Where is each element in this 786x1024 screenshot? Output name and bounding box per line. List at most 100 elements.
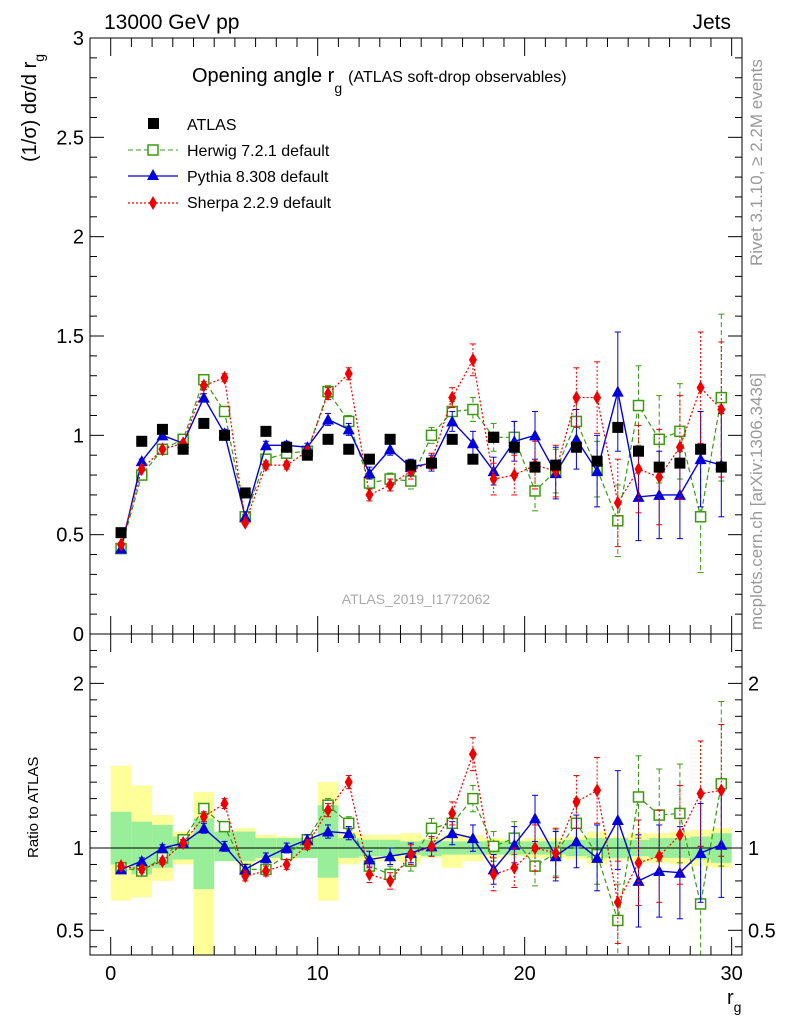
ratio-y-tick-label-right: 2	[748, 673, 759, 695]
main-sherpa-point	[489, 472, 498, 487]
legend-label-pythia: Pythia 8.308 default	[187, 169, 329, 186]
main-y-tick-label: 2	[73, 227, 84, 249]
legend-label-atlas: ATLAS	[187, 117, 237, 134]
ratio-sherpa-point	[655, 849, 664, 864]
main-pythia-point	[466, 437, 479, 449]
ratio-y-tick-label-left: 0.5	[56, 920, 84, 942]
ratio-herwig-point	[425, 822, 438, 834]
ratio-sherpa-point	[696, 786, 705, 801]
legend-entry-herwig: Herwig 7.2.1 default	[128, 143, 330, 160]
main-sherpa-point	[717, 402, 726, 417]
ratio-sherpa-point	[179, 836, 188, 851]
main-y-axis-label-text: (1/σ) dσ/d r	[19, 61, 41, 162]
header-right-label: Jets	[692, 11, 731, 34]
main-pythia-point	[259, 439, 272, 451]
main-sherpa-point	[117, 537, 126, 552]
ratio-sherpa-point	[717, 783, 726, 798]
legend-marker-atlas	[148, 118, 159, 129]
main-sherpa-point	[572, 390, 581, 405]
main-y-tick-label: 0.5	[56, 525, 84, 547]
main-y-tick-label: 3	[73, 28, 84, 50]
main-atlas-point	[612, 421, 624, 433]
ratio-y-tick-label-left: 1	[73, 838, 84, 860]
ratio-sherpa-point	[489, 867, 498, 882]
ratio-herwig-point	[632, 791, 645, 803]
ratio-pythia-point	[135, 855, 148, 867]
ratio-y-tick-label-left: 2	[73, 673, 84, 695]
ratio-y-tick-label-right: 0.5	[748, 920, 776, 942]
ratio-pythia-point	[384, 850, 397, 862]
main-sherpa-point	[613, 495, 622, 510]
legend-marker-pythia	[147, 169, 159, 180]
ratio-band-inner	[317, 805, 339, 878]
main-pythia-point	[611, 385, 624, 397]
chart-title-rest: (ATLAS soft-drop observables)	[348, 69, 566, 86]
ratio-herwig-point	[487, 840, 500, 853]
main-pythia-point	[673, 488, 686, 500]
main-sherpa-point	[241, 515, 250, 530]
main-herwig-point	[632, 399, 645, 412]
legend-entry-atlas: ATLAS	[148, 117, 237, 134]
ratio-sherpa-point	[117, 859, 126, 874]
main-pythia-point	[694, 453, 707, 465]
ratio-pythia-point	[156, 842, 169, 853]
main-sherpa-point	[324, 386, 333, 401]
legend-label-sherpa: Sherpa 2.2.9 default	[187, 195, 332, 212]
main-sherpa-point	[696, 380, 705, 395]
main-sherpa-point	[448, 390, 457, 405]
ratio-pythia-point	[466, 832, 479, 844]
ratio-pythia-point	[446, 827, 459, 839]
main-sherpa-point	[655, 470, 664, 485]
ratio-sherpa-point	[448, 806, 457, 821]
main-atlas-point	[239, 487, 251, 499]
main-sherpa-point	[158, 442, 167, 457]
ratio-sherpa-point	[365, 867, 374, 882]
main-atlas-point	[177, 443, 189, 455]
ratio-sherpa-point	[137, 862, 146, 877]
main-atlas-point	[508, 441, 520, 453]
ratio-sherpa-line	[120, 751, 722, 905]
ratio-band-inner	[234, 831, 256, 862]
main-atlas-point	[384, 433, 396, 445]
ratio-sherpa-point	[261, 864, 270, 879]
axis-tick-labels: 00.511.522.530.5 0.51 12 20 10 20 30	[56, 28, 776, 985]
ratio-pythia-point	[259, 851, 272, 863]
main-y-tick-label: 0	[73, 624, 84, 646]
main-atlas-point	[156, 423, 168, 435]
chart-title: Opening angle rg (ATLAS soft-drop observa…	[192, 65, 567, 96]
ratio-y-tick-label-right: 1	[748, 838, 759, 860]
chart-title-main: Opening angle r	[192, 65, 335, 87]
main-atlas-point	[322, 433, 334, 445]
ratio-sherpa-point	[551, 845, 560, 860]
ratio-sherpa-point	[572, 794, 581, 809]
ratio-band-inner	[110, 811, 132, 865]
main-sherpa-point	[199, 378, 208, 393]
main-sherpa-point	[282, 458, 291, 473]
ratio-herwig-line	[120, 783, 722, 921]
ratio-pythia-point	[694, 846, 707, 858]
ratio-pythia-point	[673, 866, 686, 878]
legend: ATLAS Herwig 7.2.1 default Pythia 8.308 …	[128, 117, 332, 212]
main-pythia-point	[570, 433, 583, 445]
main-herwig-point	[425, 429, 438, 442]
main-pythia-line	[120, 391, 722, 549]
main-atlas-point	[405, 459, 417, 471]
main-atlas-point	[363, 453, 375, 465]
main-pythia-point	[363, 467, 376, 479]
main-atlas-point	[115, 527, 127, 539]
main-atlas-point	[281, 441, 293, 453]
ratio-sherpa-point	[593, 783, 602, 798]
chart-title-sub: g	[334, 80, 342, 96]
main-sherpa-point	[468, 352, 477, 367]
ratio-pythia-point	[529, 812, 542, 824]
main-pythia-point	[632, 490, 645, 502]
main-pythia-point	[384, 443, 397, 455]
main-atlas-point	[695, 443, 707, 455]
main-atlas-point	[633, 445, 645, 457]
main-atlas-point	[570, 441, 582, 453]
x-axis-label-sub: g	[734, 999, 742, 1015]
main-atlas-point	[343, 443, 355, 455]
main-pythia-point	[197, 391, 210, 403]
ratio-sherpa-point	[531, 841, 540, 855]
